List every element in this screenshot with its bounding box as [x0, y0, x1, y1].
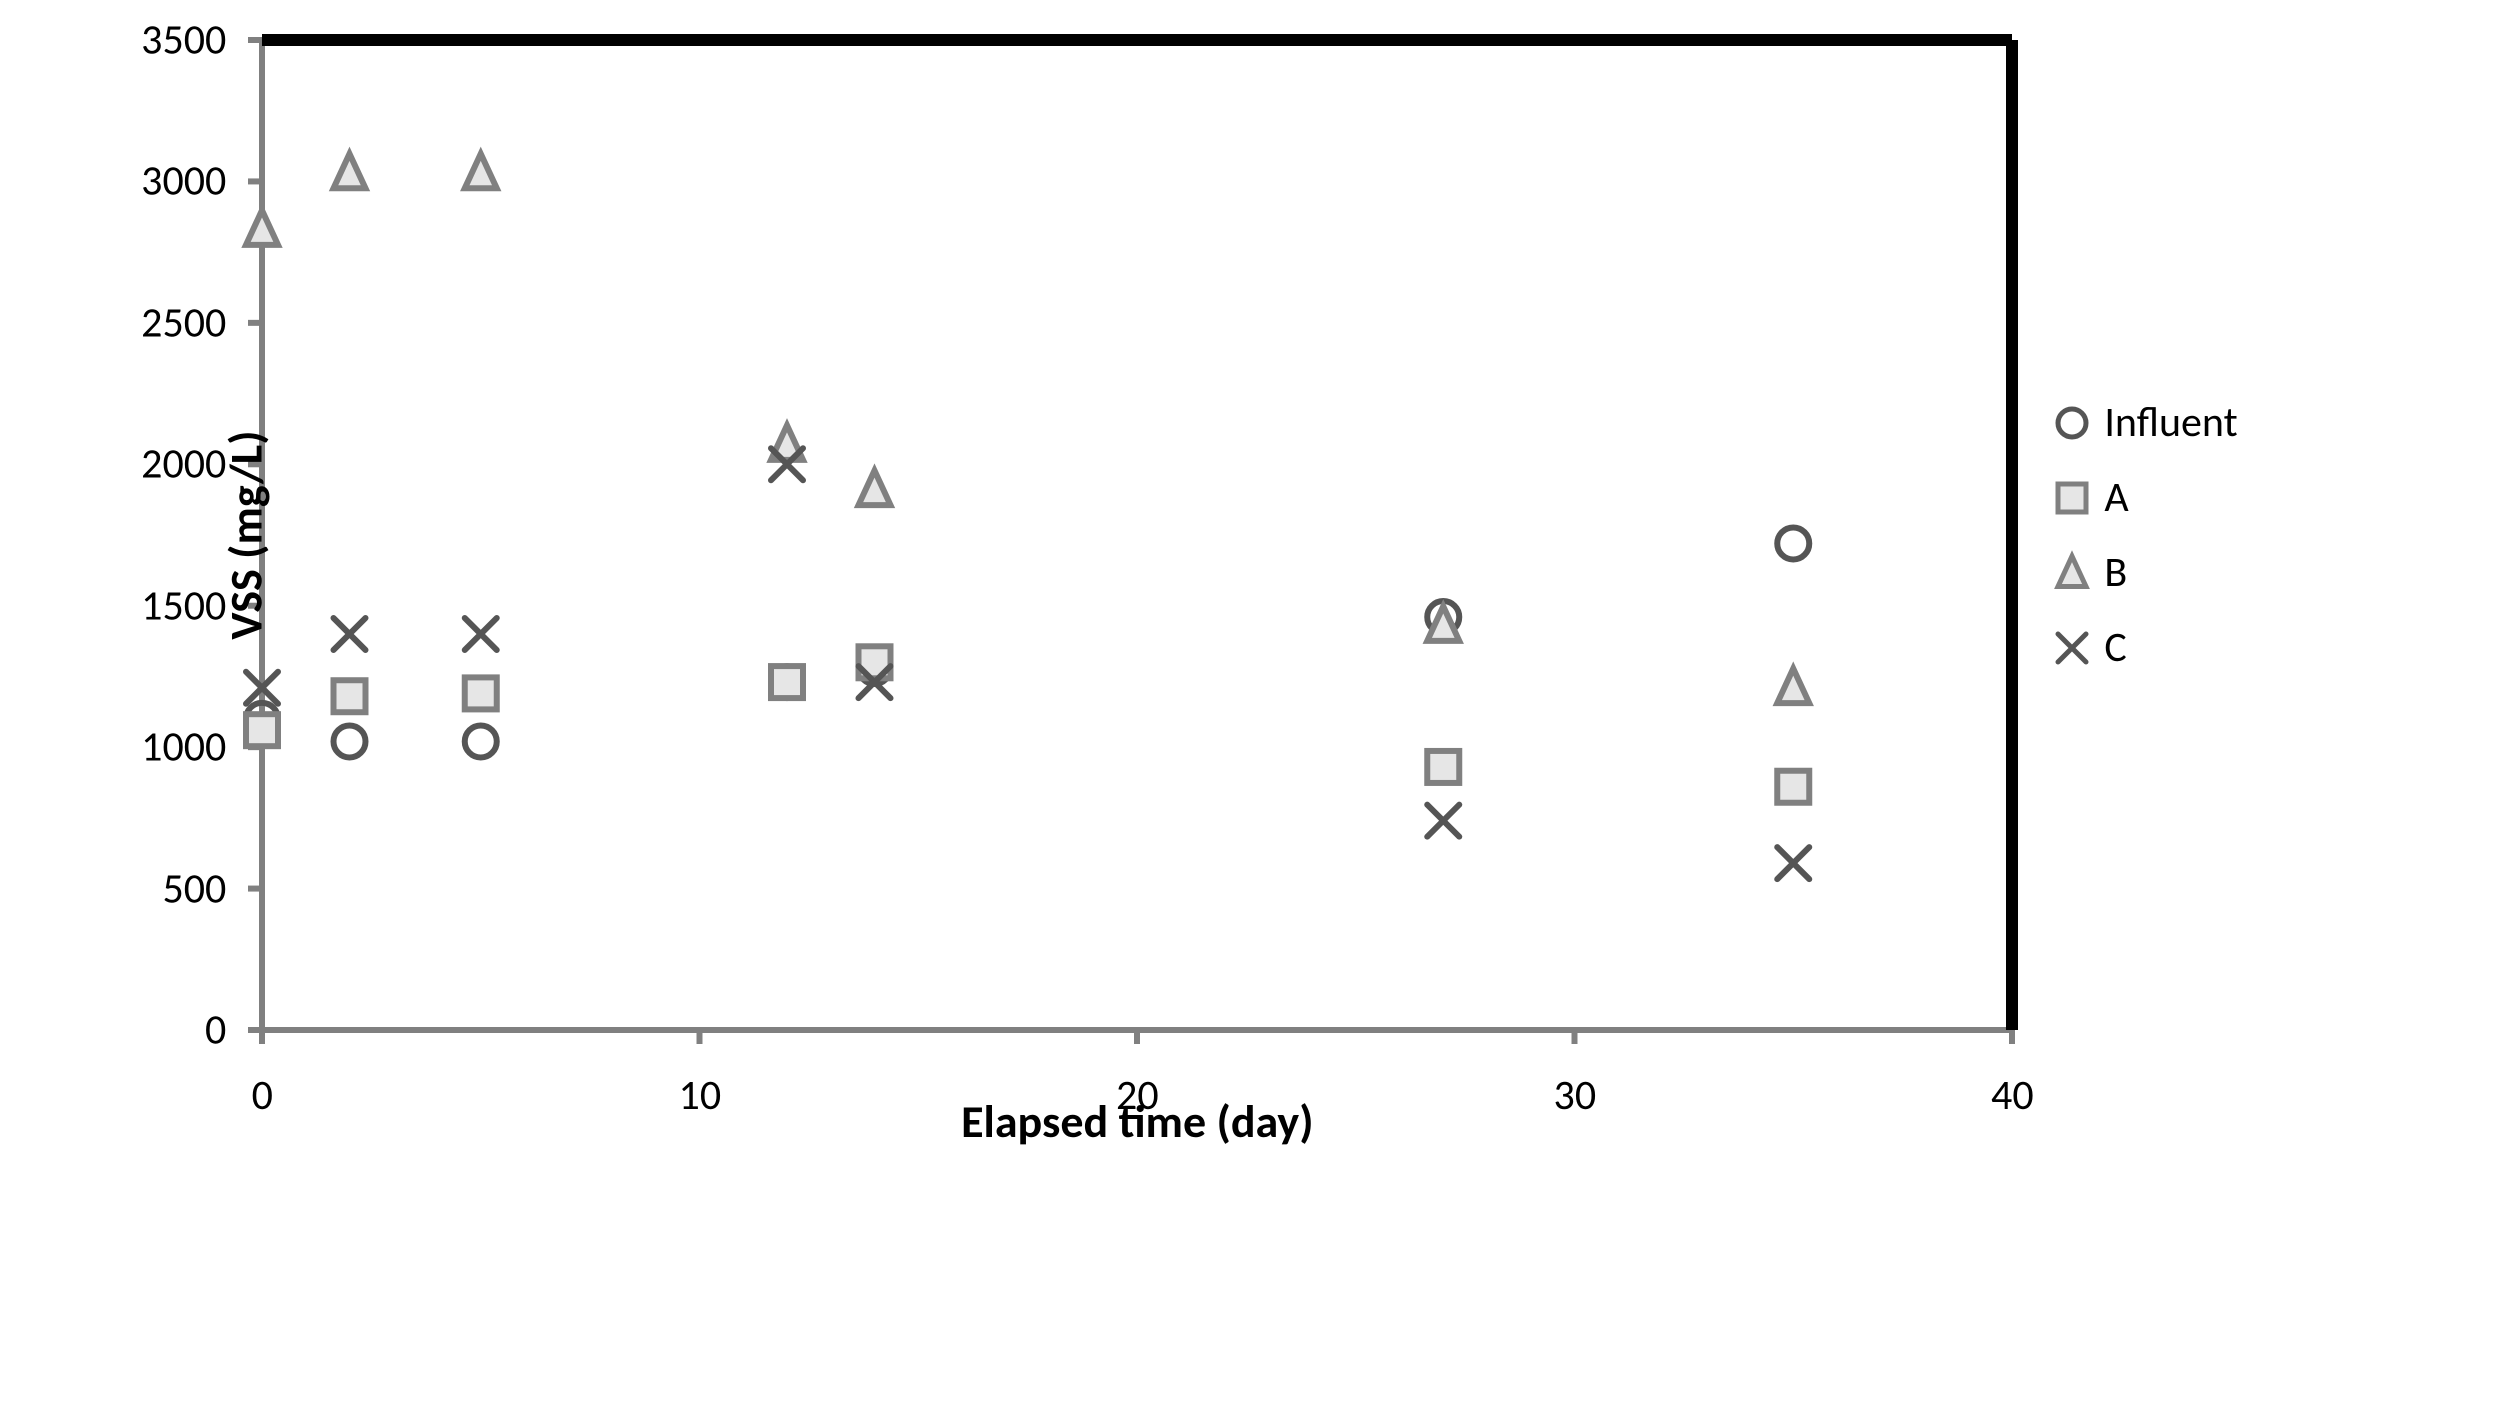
- legend-item-A: A: [2052, 472, 2237, 523]
- scatter-plot-svg: [262, 40, 2012, 1030]
- chart-container: VSS (mg/L) Elapsed time (day) 0500100015…: [0, 0, 2500, 1070]
- y-tick-label: 0: [205, 1005, 262, 1056]
- x-tick-label: 20: [1116, 1070, 1159, 1121]
- legend-label: A: [2104, 472, 2128, 523]
- chart-plot-area: VSS (mg/L) Elapsed time (day) 0500100015…: [262, 40, 2012, 1030]
- legend-swatch-C: [2052, 628, 2092, 668]
- x-tick-label: 40: [1991, 1070, 2034, 1121]
- legend-label: C: [2104, 622, 2126, 673]
- legend-item-Influent: Influent: [2052, 397, 2237, 448]
- chart-legend: Influent ABC: [2052, 40, 2237, 1030]
- legend-swatch-A: [2052, 478, 2092, 518]
- y-tick-label: 1000: [141, 722, 262, 773]
- y-tick-label: 2500: [141, 297, 262, 348]
- legend-item-C: C: [2052, 622, 2237, 673]
- legend-label: B: [2104, 547, 2127, 598]
- y-tick-label: 1500: [141, 580, 262, 631]
- x-tick-label: 30: [1554, 1070, 1597, 1121]
- y-tick-label: 3500: [141, 15, 262, 66]
- x-tick-label: 0: [252, 1070, 273, 1121]
- legend-swatch-B: [2052, 553, 2092, 593]
- y-tick-label: 2000: [141, 439, 262, 490]
- x-tick-label: 10: [679, 1070, 722, 1121]
- y-tick-label: 500: [162, 863, 262, 914]
- legend-item-B: B: [2052, 547, 2237, 598]
- y-tick-label: 3000: [141, 156, 262, 207]
- legend-label: Influent: [2104, 397, 2237, 448]
- legend-swatch-Influent: [2052, 403, 2092, 443]
